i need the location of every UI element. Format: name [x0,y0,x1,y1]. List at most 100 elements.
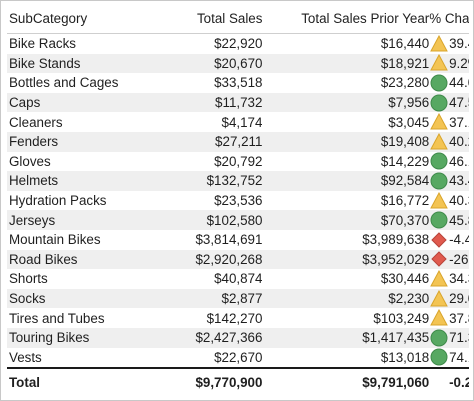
cell-pct-change: 46.1% [449,153,469,169]
yellow-triangle-icon [430,191,449,209]
cell-indicator [429,327,450,348]
cell-prior-year: $92,584 [262,171,430,191]
cell-total-sales: $20,670 [160,53,263,74]
column-header-total-sales[interactable]: Total Sales [160,9,263,34]
cell-indicator [429,112,449,132]
total-pct-change: -0.2% [449,367,469,394]
cell-prior-year: $103,249 [373,310,430,326]
cell-subcategory: Cleaners [9,114,63,130]
cell-prior-year: $1,417,435 [262,327,430,348]
table-row: Shorts $40,874 $30,446 34.3% [7,269,469,289]
table-row: Mountain Bikes $3,814,691 $3,989,638 -4.4% [7,230,469,250]
cell-prior-year: $18,921 [262,53,430,74]
table-row: Gloves $20,792 $14,229 46.1% [7,152,469,172]
cell-pct-change: 37.8% [449,310,469,326]
cell-subcategory: Bike Racks [9,36,76,52]
cell-total-sales: $3,814,691 [195,232,263,248]
cell-total-sales: $132,752 [160,171,263,191]
column-header-pct-change[interactable]: % Change vs Prior Year [429,9,469,34]
table-header: SubCategory Total Sales Total Sales Prio… [7,9,469,34]
cell-subcategory: Socks [7,288,161,309]
column-header-prior-year[interactable]: Total Sales Prior Year [262,9,430,34]
table-row: Cleaners $4,174 $3,045 37.1% [7,112,469,132]
red-diamond-icon [431,251,447,268]
cell-indicator [429,73,449,93]
total-label: Total [7,367,161,394]
cell-prior-year: $3,045 [388,114,430,130]
cell-indicator [429,152,449,172]
total-row: Total $9,770,900 $9,791,060 -0.2% [7,367,469,394]
cell-pct-change: 40.3% [449,193,469,209]
cell-prior-year: $3,952,029 [262,249,430,270]
total-sales-value: $9,770,900 [160,367,263,394]
cell-total-sales: $20,792 [214,153,263,169]
table-row: Fenders$27,211$19,408 40.2% [7,131,469,152]
cell-subcategory: Road Bikes [7,249,161,270]
green-circle-icon [430,329,448,347]
cell-indicator [429,92,450,113]
cell-total-sales: $2,427,366 [160,327,263,348]
cell-indicator [429,131,450,152]
cell-indicator [429,288,450,309]
yellow-triangle-icon [430,132,449,150]
green-circle-icon [430,211,448,229]
total-indicator-cell [429,367,450,394]
cell-pct-change: 37.1% [449,114,469,130]
yellow-triangle-icon [430,113,449,130]
cell-total-sales: $2,877 [160,288,263,309]
yellow-triangle-icon [430,34,449,52]
cell-pct-change: 44.0% [449,75,469,91]
cell-total-sales: $22,670 [214,349,263,365]
cell-total-sales: $33,518 [214,75,263,91]
cell-subcategory: Gloves [9,153,51,169]
table-row: Bike Racks $22,920 $16,440 39.4% [7,34,469,54]
cell-total-sales: $102,580 [160,210,263,230]
table-row: Touring Bikes$2,427,366$1,417,435 71.3% [7,327,469,348]
yellow-triangle-icon [430,54,449,71]
cell-total-sales: $2,920,268 [160,249,263,270]
cell-prior-year: $70,370 [262,210,430,230]
yellow-triangle-icon [430,309,449,326]
red-diamond-icon [431,232,447,248]
cell-subcategory: Tires and Tubes [9,310,105,326]
cell-pct-change: -4.4% [449,232,469,248]
cell-total-sales: $22,920 [214,36,263,52]
cell-pct-change: 43.4% [449,171,469,191]
cell-prior-year: $7,956 [262,92,430,113]
cell-total-sales: $142,270 [206,310,263,326]
cell-pct-change: 45.8% [449,210,469,230]
table-row: Tires and Tubes $142,270 $103,249 37.8% [7,308,469,328]
cell-total-sales: $27,211 [160,131,263,152]
cell-prior-year: $16,440 [380,36,430,52]
table-row: Hydration Packs $23,536 $16,772 40.3% [7,191,469,211]
cell-subcategory: Hydration Packs [9,193,107,209]
cell-subcategory: Jerseys [7,210,161,230]
cell-subcategory: Bottles and Cages [9,75,119,91]
cell-pct-change: -26.1% [449,249,469,270]
table-row: Jerseys$102,580$70,370 45.8% [7,210,469,230]
cell-subcategory: Touring Bikes [7,327,161,348]
cell-prior-year: $3,989,638 [362,232,430,248]
cell-pct-change: 47.5% [449,92,469,113]
cell-pct-change: 9.2% [449,53,469,74]
yellow-triangle-icon [430,269,449,287]
total-prior-value: $9,791,060 [262,367,430,394]
cell-prior-year: $30,446 [380,271,430,287]
cell-prior-year: $13,018 [380,349,430,365]
cell-total-sales: $23,536 [214,193,263,209]
cell-indicator [429,34,449,54]
cell-prior-year: $14,229 [380,153,430,169]
table-row: Bottles and Cages $33,518 $23,280 44.0% [7,73,469,93]
yellow-triangle-icon [430,289,449,307]
column-header-subcategory[interactable]: SubCategory [7,9,161,34]
cell-subcategory: Bike Stands [7,53,161,74]
sales-matrix-table: SubCategory Total Sales Total Sales Prio… [7,9,469,394]
table-row: Road Bikes$2,920,268$3,952,029 -26.1% [7,249,469,270]
cell-total-sales: $40,874 [214,271,263,287]
cell-indicator [429,171,450,191]
cell-indicator [429,191,449,211]
cell-prior-year: $2,230 [262,288,430,309]
cell-total-sales: $4,174 [221,114,263,130]
cell-indicator [429,348,449,369]
cell-subcategory: Caps [7,92,161,113]
